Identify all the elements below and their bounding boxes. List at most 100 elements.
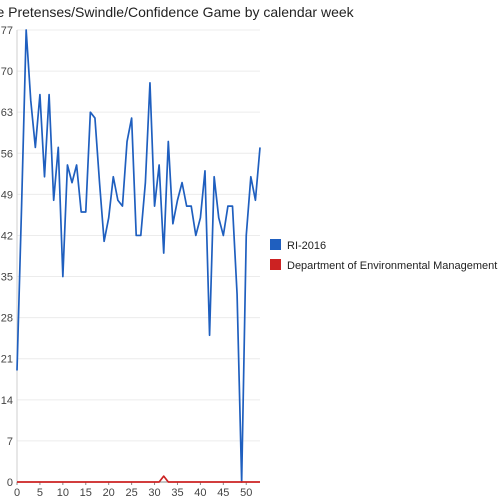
data-point[interactable] — [235, 480, 238, 483]
data-point[interactable] — [226, 205, 229, 208]
data-point[interactable] — [103, 240, 106, 243]
data-point[interactable] — [34, 146, 37, 149]
data-point[interactable] — [249, 175, 252, 178]
data-point[interactable] — [93, 480, 96, 483]
data-point[interactable] — [213, 480, 216, 483]
data-point[interactable] — [185, 480, 188, 483]
data-point[interactable] — [245, 480, 248, 483]
data-point[interactable] — [98, 480, 101, 483]
data-point[interactable] — [43, 480, 46, 483]
data-point[interactable] — [70, 181, 73, 184]
data-point[interactable] — [116, 199, 119, 202]
data-point[interactable] — [57, 146, 60, 149]
data-point[interactable] — [162, 475, 165, 478]
data-point[interactable] — [213, 175, 216, 178]
data-point[interactable] — [25, 480, 28, 483]
data-point[interactable] — [194, 480, 197, 483]
data-point[interactable] — [135, 480, 138, 483]
data-point[interactable] — [158, 480, 161, 483]
data-point[interactable] — [38, 480, 41, 483]
data-point[interactable] — [89, 480, 92, 483]
data-point[interactable] — [125, 480, 128, 483]
data-point[interactable] — [254, 199, 257, 202]
data-point[interactable] — [144, 181, 147, 184]
data-point[interactable] — [180, 480, 183, 483]
data-point[interactable] — [153, 480, 156, 483]
data-point[interactable] — [199, 216, 202, 219]
data-point[interactable] — [75, 163, 78, 166]
data-point[interactable] — [203, 480, 206, 483]
data-point[interactable] — [231, 480, 234, 483]
data-point[interactable] — [208, 334, 211, 337]
data-point[interactable] — [121, 480, 124, 483]
data-point[interactable] — [25, 28, 28, 31]
data-point[interactable] — [235, 293, 238, 296]
data-point[interactable] — [167, 480, 170, 483]
data-point[interactable] — [144, 480, 147, 483]
data-point[interactable] — [98, 181, 101, 184]
data-point[interactable] — [20, 480, 23, 483]
data-point[interactable] — [130, 480, 133, 483]
data-point[interactable] — [171, 222, 174, 225]
data-point[interactable] — [203, 169, 206, 172]
data-point[interactable] — [148, 81, 151, 84]
data-point[interactable] — [176, 199, 179, 202]
data-point[interactable] — [116, 480, 119, 483]
data-point[interactable] — [190, 205, 193, 208]
data-point[interactable] — [29, 99, 32, 102]
data-point[interactable] — [130, 116, 133, 119]
data-point[interactable] — [180, 181, 183, 184]
data-point[interactable] — [57, 480, 60, 483]
data-point[interactable] — [162, 251, 165, 254]
data-point[interactable] — [254, 480, 257, 483]
data-point[interactable] — [29, 480, 32, 483]
data-point[interactable] — [70, 480, 73, 483]
data-point[interactable] — [217, 480, 220, 483]
data-point[interactable] — [258, 146, 261, 149]
data-point[interactable] — [107, 216, 110, 219]
data-point[interactable] — [199, 480, 202, 483]
data-point[interactable] — [112, 175, 115, 178]
data-point[interactable] — [15, 480, 18, 483]
data-point[interactable] — [222, 234, 225, 237]
data-point[interactable] — [38, 93, 41, 96]
data-point[interactable] — [121, 205, 124, 208]
data-point[interactable] — [153, 205, 156, 208]
data-point[interactable] — [217, 216, 220, 219]
data-point[interactable] — [139, 234, 142, 237]
data-point[interactable] — [103, 480, 106, 483]
data-point[interactable] — [249, 480, 252, 483]
data-point[interactable] — [222, 480, 225, 483]
data-point[interactable] — [47, 93, 50, 96]
data-point[interactable] — [171, 480, 174, 483]
data-point[interactable] — [66, 163, 69, 166]
data-point[interactable] — [34, 480, 37, 483]
data-point[interactable] — [107, 480, 110, 483]
data-point[interactable] — [185, 205, 188, 208]
data-point[interactable] — [84, 480, 87, 483]
data-point[interactable] — [240, 480, 243, 483]
data-point[interactable] — [194, 234, 197, 237]
data-point[interactable] — [139, 480, 142, 483]
data-point[interactable] — [231, 205, 234, 208]
data-point[interactable] — [148, 480, 151, 483]
data-point[interactable] — [75, 480, 78, 483]
data-point[interactable] — [135, 234, 138, 237]
data-point[interactable] — [158, 163, 161, 166]
data-point[interactable] — [61, 480, 64, 483]
data-point[interactable] — [20, 205, 23, 208]
data-point[interactable] — [52, 199, 55, 202]
data-point[interactable] — [84, 210, 87, 213]
data-point[interactable] — [208, 480, 211, 483]
data-point[interactable] — [43, 175, 46, 178]
data-point[interactable] — [93, 116, 96, 119]
data-point[interactable] — [125, 140, 128, 143]
data-point[interactable] — [89, 111, 92, 114]
data-point[interactable] — [61, 275, 64, 278]
data-point[interactable] — [167, 140, 170, 143]
data-point[interactable] — [15, 369, 18, 372]
data-point[interactable] — [66, 480, 69, 483]
data-point[interactable] — [190, 480, 193, 483]
data-point[interactable] — [47, 480, 50, 483]
data-point[interactable] — [245, 234, 248, 237]
